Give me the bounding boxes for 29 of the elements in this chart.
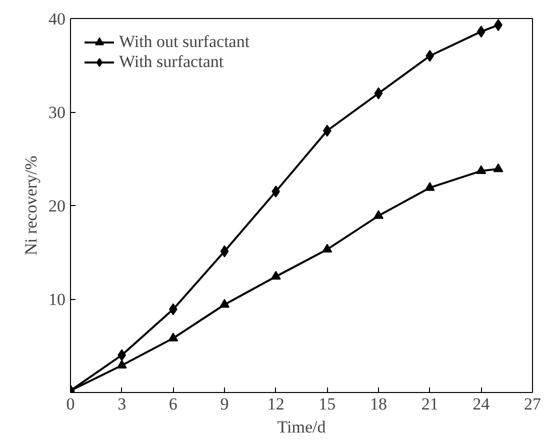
x-tick-label: 0 [66,394,75,414]
legend-label: With surfactant [119,52,224,72]
x-tick-label: 21 [421,394,438,414]
point [220,245,229,258]
x-tick-label: 9 [220,394,229,414]
point [322,244,332,253]
point [476,165,486,174]
x-tick-label: 27 [524,394,542,414]
point [168,332,178,342]
y-axis-title: Ni recovery/% [22,156,40,256]
legend-label: With out surfactant [119,32,250,52]
y-tick-label: 40 [48,10,66,28]
point [493,163,504,172]
point [270,270,281,280]
x-tick-label: 6 [168,394,178,414]
x-tick-label: 3 [118,394,126,414]
point [374,87,383,100]
y-tick-label: 20 [48,196,66,216]
x-tick-label: 15 [318,394,336,414]
point [374,210,384,219]
x-tick-label: 18 [370,394,387,414]
y-tick-label: 30 [48,103,66,122]
x-tick-label: 24 [472,394,490,414]
x-tick-label: 12 [267,394,284,414]
point [424,182,435,191]
point [116,360,127,368]
x-axis-title: Time/d [277,418,326,436]
y-tick-label: 10 [48,290,66,309]
point [220,298,230,308]
